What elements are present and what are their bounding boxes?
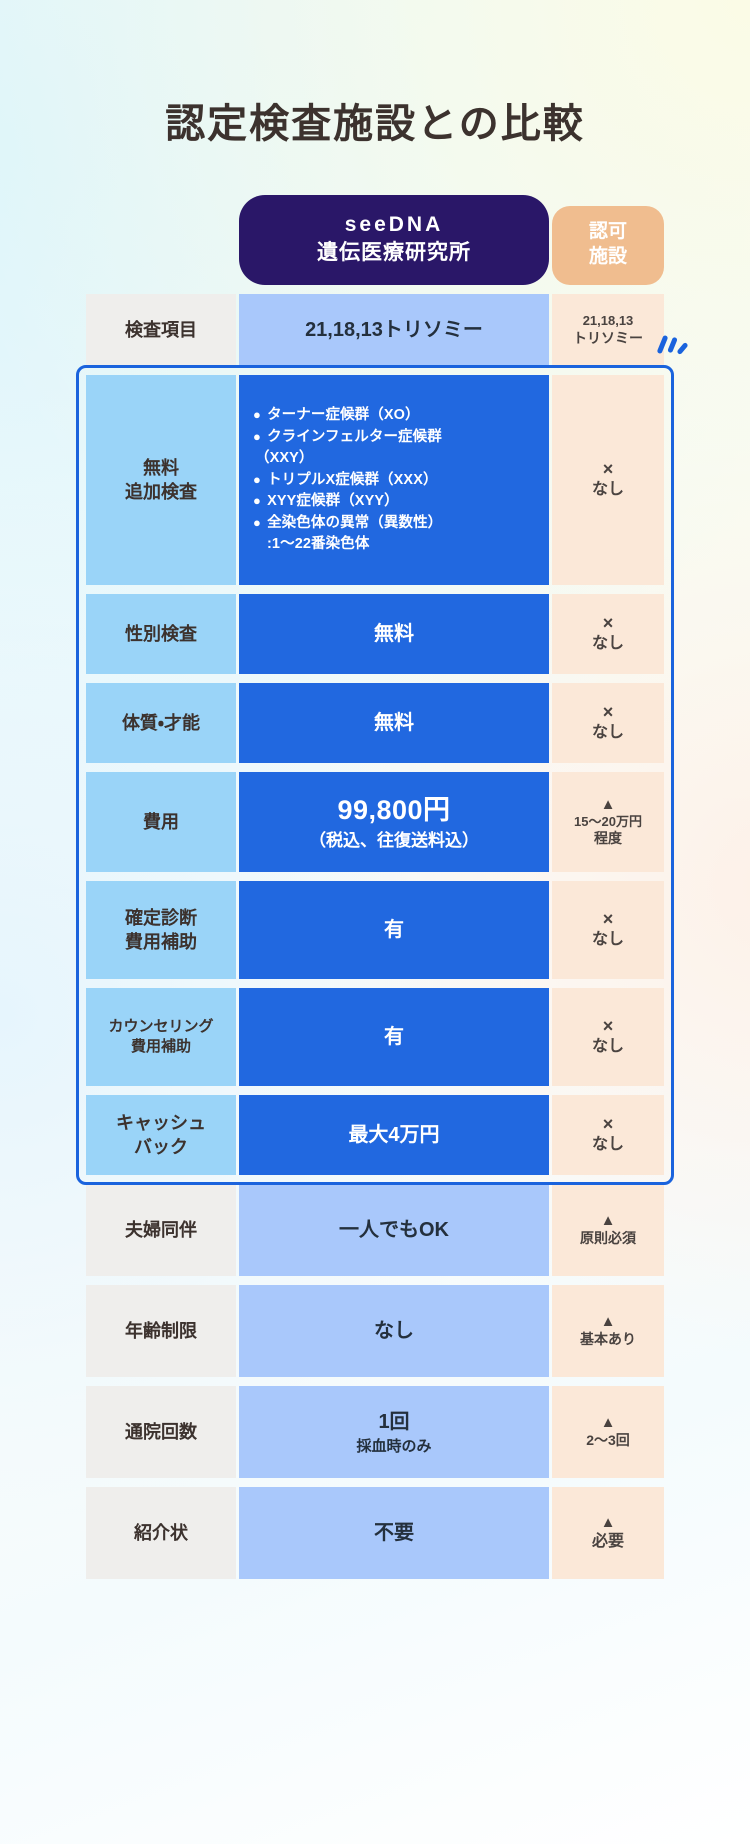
cross-icon: × (602, 702, 614, 723)
row-value-line1: 15〜20万円 (574, 813, 642, 829)
row-label: 費用 (86, 772, 236, 873)
row-value-line1: なし (591, 1038, 624, 1056)
comparison-rows: 検査項目 21,18,13トリソミー 21,18,13 トリソミー 無料 追加検査 ● ター… (0, 294, 750, 1580)
row-value-seedna: 99,800円 （税込、往復送料込） (239, 772, 549, 873)
row-value-line1: 21,18,13 (582, 313, 634, 329)
row-value-seedna: 有 (239, 881, 549, 980)
header-badge-seedna: seeDNA 遺伝医療研究所 (239, 194, 549, 286)
list-item: ● クラインフェルター症候群 (253, 428, 442, 445)
bottom-spacer (0, 1579, 750, 1619)
row-value-seedna: 21,18,13トリソミー (239, 294, 549, 367)
row-value-certified-facility: ▲ 15〜20万円 程度 (552, 772, 664, 873)
bullet-dot-icon: ● (253, 428, 261, 444)
header-badge-certified-facility: 認可 施設 (552, 206, 664, 286)
cross-icon: × (602, 613, 614, 634)
row-label: 検査項目 (86, 294, 236, 367)
row-value-primary: 1回 (378, 1410, 410, 1433)
cross-icon: × (602, 459, 614, 480)
row-label: 性別検査 (86, 594, 236, 675)
row-label-line2: 追加検査 (125, 482, 197, 503)
row-value-seedna: なし (239, 1285, 549, 1378)
triangle-icon: ▲ (600, 1313, 616, 1331)
bullet-dot-icon: ● (253, 514, 261, 530)
price-note: （税込、往復送料込） (309, 831, 479, 851)
row-label: 紹介状 (86, 1487, 236, 1580)
row-label: 体質・才能 (86, 683, 236, 764)
row-value-seedna: 最大4万円 (239, 1095, 549, 1176)
triangle-icon: ▲ (600, 1414, 616, 1432)
row-value-line1: 必要 (591, 1532, 624, 1550)
row-value-certified-facility: × なし (552, 988, 664, 1087)
list-item: ● ターナー症候群（XO） (253, 407, 420, 424)
sparkle-icon (656, 333, 690, 367)
row-value-certified-facility: × なし (552, 683, 664, 764)
row-value-line1: なし (591, 931, 624, 949)
bullet-dot-icon: ● (253, 471, 261, 487)
price-amount: 99,800円 (337, 794, 451, 825)
comparison-table-wrapper: seeDNA 遺伝医療研究所 認可 施設 検査項目 21,18,13トリソミー 21… (0, 194, 750, 1620)
row-value-seedna: 一人でもOK (239, 1184, 549, 1277)
row-value-certified-facility: × なし (552, 594, 664, 675)
page-title: 認定検査施設との比較 (165, 101, 585, 146)
list-item: ● XYY症候群（XYY） (253, 493, 399, 510)
free-test-list: ● ターナー症候群（XO） ● クラインフェルター症候群 （XXY） ● トリプルX症… (253, 405, 442, 555)
row-label-line1: 確定診断 (125, 908, 197, 929)
row-value-line2: トリソミー (573, 329, 643, 346)
bullet-dot-icon: ● (253, 493, 261, 509)
row-value-line1: 原則必須 (580, 1229, 636, 1246)
list-item: :1〜22番染色体 (267, 536, 370, 553)
header-badge-certified-line1: 認可 (588, 221, 627, 243)
cross-icon: × (602, 1016, 614, 1037)
row-value-seedna: 有 (239, 988, 549, 1087)
row-value-seedna: 無料 (239, 683, 549, 764)
row-label: 年齢制限 (86, 1285, 236, 1378)
list-item: （XXY） (255, 450, 314, 467)
triangle-icon: ▲ (600, 1212, 616, 1230)
row-label: 確定診断 費用補助 (86, 881, 236, 980)
row-value-certified-facility: 21,18,13 トリソミー (552, 294, 664, 367)
row-label: 無料 追加検査 (86, 375, 236, 586)
row-label: カウンセリング 費用補助 (86, 988, 236, 1087)
row-value-certified-facility: × なし (552, 1095, 664, 1176)
row-value-line1: 基本あり (580, 1330, 636, 1347)
row-value-line1: なし (591, 1136, 624, 1154)
cross-icon: × (602, 1114, 614, 1135)
row-label-line1: 無料 (143, 458, 179, 479)
row-label-line1: カウンセリング (108, 1018, 214, 1036)
row-value-seedna: 不要 (239, 1487, 549, 1580)
header-badge-seedna-line2: 遺伝医療研究所 (317, 241, 471, 265)
table-header-row: seeDNA 遺伝医療研究所 認可 施設 (0, 194, 750, 286)
row-label-line2: 費用補助 (130, 1038, 191, 1056)
triangle-icon: ▲ (600, 796, 616, 814)
row-label: 夫婦同伴 (86, 1184, 236, 1277)
row-label: 通院回数 (86, 1386, 236, 1479)
list-item: ● トリプルX症候群（XXX） (253, 471, 438, 488)
row-value-seedna: 無料 (239, 594, 549, 675)
row-value-seedna: 1回採血時のみ (239, 1386, 549, 1479)
row-value-certified-facility: × なし (552, 881, 664, 980)
list-item: ● 全染色体の異常（異数性） (253, 514, 443, 531)
row-value-certified-facility: ▲ 基本あり (552, 1285, 664, 1378)
header-badge-certified-line2: 施設 (588, 245, 627, 267)
row-value-line1: なし (591, 724, 624, 742)
row-label-line2: バック (134, 1137, 188, 1158)
row-value-certified-facility: × なし (552, 375, 664, 586)
cross-icon: × (602, 909, 614, 930)
row-label: キャッシュ バック (86, 1095, 236, 1176)
row-value-sub: 採血時のみ (356, 1437, 432, 1455)
row-value-certified-facility: ▲ 必要 (552, 1487, 664, 1580)
row-value-certified-facility: ▲ 原則必須 (552, 1184, 664, 1277)
header-badge-seedna-line1: seeDNA (344, 212, 444, 236)
row-label-line1: キャッシュ (116, 1113, 206, 1134)
row-label-line2: 費用補助 (125, 932, 197, 953)
row-value-seedna: ● ターナー症候群（XO） ● クラインフェルター症候群 （XXY） ● トリプルX症… (239, 375, 549, 586)
row-value-line1: なし (591, 635, 624, 653)
row-value-line2: 程度 (594, 829, 622, 846)
row-value-certified-facility: ▲ 2〜3回 (552, 1386, 664, 1479)
triangle-icon: ▲ (600, 1514, 616, 1531)
row-value-line1: 2〜3回 (586, 1431, 630, 1448)
row-value-line1: なし (591, 481, 624, 499)
bullet-dot-icon: ● (253, 407, 261, 423)
